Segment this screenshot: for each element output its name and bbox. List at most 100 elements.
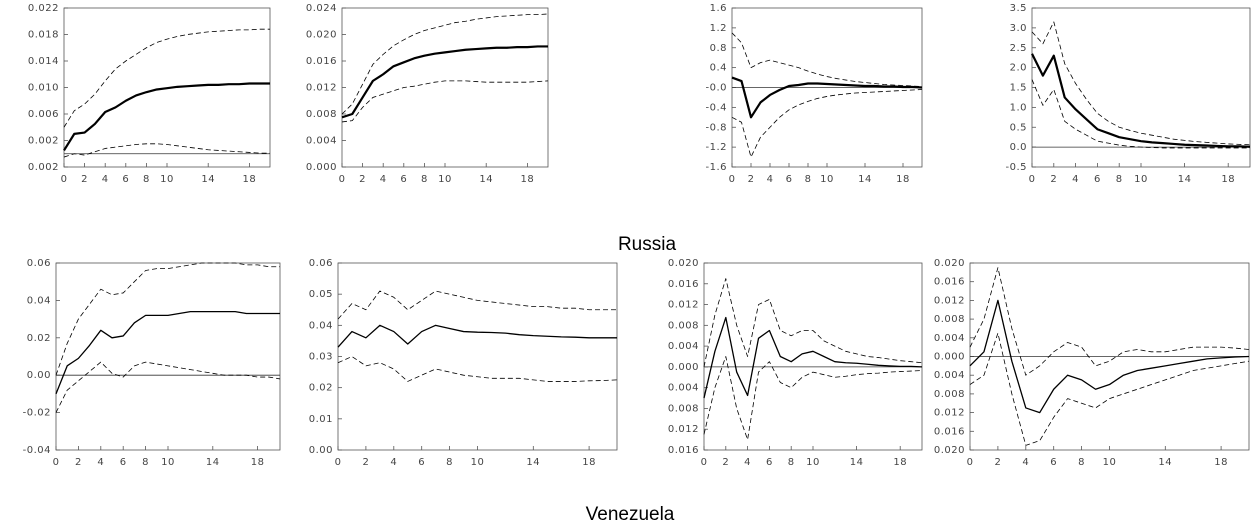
y-tick-label: 0.010 <box>28 83 59 94</box>
y-tick-label: 0.0 <box>1010 142 1027 153</box>
y-tick-label: 0.016 <box>934 426 965 437</box>
band-line <box>337 290 617 320</box>
panel: 0.06 0.04 0.02 0.00 -0.02 -0.040 2 4 6 8 10 14 18 <box>23 258 281 468</box>
band-line <box>55 262 280 376</box>
band-line <box>55 361 281 413</box>
band-line <box>337 356 618 382</box>
x-tick-label: 0 <box>729 174 736 185</box>
x-tick-label: 18 <box>243 174 257 185</box>
x-tick-label: 6 <box>418 457 425 468</box>
plot-frame <box>703 262 923 451</box>
y-tick-label: 0.012 <box>934 295 965 306</box>
y-tick-label: 0.016 <box>668 445 699 456</box>
y-tick-label: 0.4 <box>710 63 727 74</box>
group-caption: Venezuela <box>586 504 675 525</box>
response-line <box>341 45 548 119</box>
y-tick-label: 1.5 <box>1010 83 1027 94</box>
x-tick-label: 14 <box>526 457 540 468</box>
x-tick-label: 2 <box>75 457 82 468</box>
x-tick-label: 10 <box>1103 457 1117 468</box>
y-tick-label: 0.008 <box>934 314 965 325</box>
response-line <box>55 310 280 395</box>
y-tick-label: 0.05 <box>309 289 333 300</box>
plot-frame <box>55 262 281 451</box>
band-line <box>731 32 923 87</box>
x-tick-label: 10 <box>161 457 175 468</box>
x-tick-label: 8 <box>788 457 795 468</box>
x-tick-label: 4 <box>1072 174 1079 185</box>
band-line <box>969 332 1250 446</box>
x-tick-label: 8 <box>421 174 428 185</box>
x-tick-label: 4 <box>390 457 397 468</box>
band-line <box>341 80 549 123</box>
y-tick-label: 0.008 <box>306 109 337 120</box>
group-caption: Russia <box>618 234 677 255</box>
x-tick-label: 2 <box>994 457 1001 468</box>
y-tick-label: 0.022 <box>28 3 59 14</box>
panel: 0.06 0.05 0.04 0.03 0.02 0.01 0.000 2 4 6 8 10 14 18 <box>309 258 618 468</box>
band-line <box>63 28 270 128</box>
x-tick-label: 10 <box>471 457 485 468</box>
x-tick-label: 2 <box>748 174 755 185</box>
y-tick-label: 0.004 <box>934 333 965 344</box>
y-tick-label: 0.004 <box>934 370 965 381</box>
y-tick-label: 0.016 <box>306 56 337 67</box>
x-tick-label: 18 <box>1214 457 1228 468</box>
y-tick-label: -0.04 <box>23 445 51 456</box>
band-line <box>703 356 923 441</box>
y-tick-label: 0.004 <box>306 136 337 147</box>
y-tick-label: 0.020 <box>934 445 965 456</box>
y-tick-label: 0.00 <box>27 370 51 381</box>
x-tick-label: 0 <box>1029 174 1036 185</box>
x-tick-label: 18 <box>893 457 907 468</box>
x-tick-label: 10 <box>820 174 834 185</box>
response-line <box>63 82 270 152</box>
y-tick-label: 0.5 <box>1010 122 1027 133</box>
response-line <box>969 299 1250 414</box>
y-tick-label: 0.016 <box>934 277 965 288</box>
y-tick-label: 3.5 <box>1010 3 1027 14</box>
band-line <box>731 89 923 158</box>
x-tick-label: 4 <box>744 457 751 468</box>
x-tick-label: 8 <box>142 457 149 468</box>
y-tick-label: 0.06 <box>27 258 51 269</box>
y-tick-label: -1.6 <box>705 162 727 173</box>
y-tick-label: 2.0 <box>1010 63 1027 74</box>
y-tick-label: 0.012 <box>934 408 965 419</box>
x-tick-label: 8 <box>143 174 150 185</box>
y-tick-label: 0.004 <box>668 341 699 352</box>
x-tick-label: 4 <box>97 457 104 468</box>
x-tick-label: 18 <box>896 174 910 185</box>
y-tick-label: -0.8 <box>705 122 727 133</box>
y-tick-label: -1.2 <box>705 142 727 153</box>
y-tick-label: 0.020 <box>306 30 337 41</box>
y-tick-label: 0.000 <box>668 362 699 373</box>
x-tick-label: 0 <box>967 457 974 468</box>
x-tick-label: 10 <box>438 174 452 185</box>
x-tick-label: 8 <box>1116 174 1123 185</box>
y-tick-label: 0.00 <box>309 445 333 456</box>
y-tick-label: 0.006 <box>28 109 59 120</box>
y-tick-label: -0.4 <box>705 102 727 113</box>
x-tick-label: 0 <box>701 457 708 468</box>
y-tick-label: 0.014 <box>28 56 59 67</box>
y-tick-label: 0.012 <box>306 83 337 94</box>
x-tick-label: 6 <box>786 174 793 185</box>
x-tick-label: 2 <box>81 174 88 185</box>
x-tick-label: 14 <box>858 174 872 185</box>
y-tick-label: 0.016 <box>668 279 699 290</box>
y-tick-label: -0.0 <box>705 83 727 94</box>
x-tick-label: 10 <box>806 457 820 468</box>
x-tick-label: 6 <box>122 174 129 185</box>
y-tick-label: 0.024 <box>306 3 337 14</box>
y-tick-label: 0.008 <box>934 389 965 400</box>
x-tick-label: 2 <box>362 457 369 468</box>
x-tick-label: 0 <box>61 174 68 185</box>
x-tick-label: 4 <box>380 174 387 185</box>
x-tick-label: 10 <box>160 174 174 185</box>
y-tick-label: 1.0 <box>1010 102 1027 113</box>
